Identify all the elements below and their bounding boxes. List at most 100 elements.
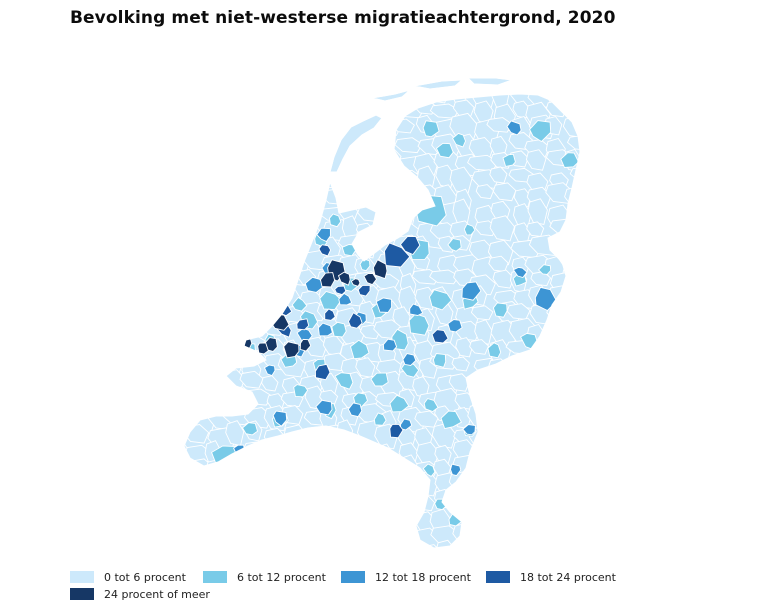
municipality [260,505,288,530]
municipality [263,204,294,225]
municipality-12-18 [304,276,325,293]
municipality [266,101,284,122]
municipality [167,319,183,344]
municipality [260,81,279,97]
municipality-18-24 [347,312,363,329]
municipality [185,86,212,109]
municipality [373,487,403,512]
municipality-12-18 [506,120,522,136]
municipality [300,493,330,520]
municipality [203,153,229,170]
municipality-6-12 [408,313,430,336]
municipality [224,542,245,548]
municipality [319,473,344,498]
municipality-24-plus [372,259,388,280]
municipality [378,206,396,230]
municipality [549,369,570,393]
legend-item-24-plus: 24 procent of meer [70,587,210,601]
municipality [225,250,250,270]
municipality [374,78,399,89]
municipality [547,512,571,538]
municipality [279,101,300,127]
municipality [491,472,508,494]
municipality [550,235,578,258]
municipality [244,470,264,499]
municipality-6-12 [429,289,453,311]
municipality [587,122,604,141]
municipality-6-12 [502,153,516,167]
municipality [548,78,570,83]
municipality [201,98,226,128]
municipality [513,188,532,208]
municipality [184,509,188,528]
municipality [583,235,601,250]
municipality [204,544,232,548]
municipality [335,487,360,514]
municipality [398,203,416,227]
municipality [204,169,222,186]
municipality [488,495,520,514]
municipality [473,475,492,503]
municipality [244,528,276,545]
municipality [486,117,513,133]
municipality [184,407,189,427]
municipality-6-12 [452,132,466,148]
municipality [265,149,296,174]
municipality [184,477,189,503]
municipality [184,224,194,240]
municipality [340,186,370,207]
municipality [563,540,580,548]
municipality [398,538,428,548]
municipality [298,104,325,125]
municipality [565,386,580,414]
municipality [184,269,201,285]
legend-swatch-6-12 [203,571,227,583]
municipality [184,541,191,548]
municipality [565,287,580,307]
municipality [548,444,568,466]
municipality [284,117,306,136]
municipality [489,215,516,242]
municipality [378,185,397,212]
municipality [223,207,255,224]
municipality [564,422,580,445]
municipality [474,319,493,345]
municipality-24-plus [257,342,269,355]
municipality [512,542,531,548]
municipality [411,78,435,82]
municipality [205,303,230,322]
municipality [243,546,274,548]
municipality-12-18 [462,424,476,436]
municipality [505,427,530,444]
municipality [451,489,481,514]
legend-swatch-12-18 [341,571,365,583]
municipality [360,490,381,509]
municipality [205,523,224,540]
municipality-6-12 [291,296,308,312]
municipality [474,527,494,548]
municipality-6-12 [241,422,259,436]
municipality [184,495,209,512]
municipality [561,374,580,394]
municipality [202,509,232,531]
municipality [584,512,605,527]
municipality [568,478,580,501]
municipality-6-12 [319,290,342,311]
municipality-12-18 [400,418,413,431]
municipality [507,444,526,462]
municipality [184,232,195,261]
municipality [303,135,323,161]
municipality [529,404,559,427]
municipality-12-18 [409,303,424,316]
municipality [546,411,578,427]
municipality [220,471,244,499]
municipality [184,148,187,166]
municipality [379,458,403,488]
municipality [489,166,508,184]
municipality [228,284,251,304]
municipality [584,185,605,202]
municipality [414,544,446,548]
municipality [221,217,241,240]
municipality-6-12 [422,463,436,477]
municipality [284,187,306,204]
